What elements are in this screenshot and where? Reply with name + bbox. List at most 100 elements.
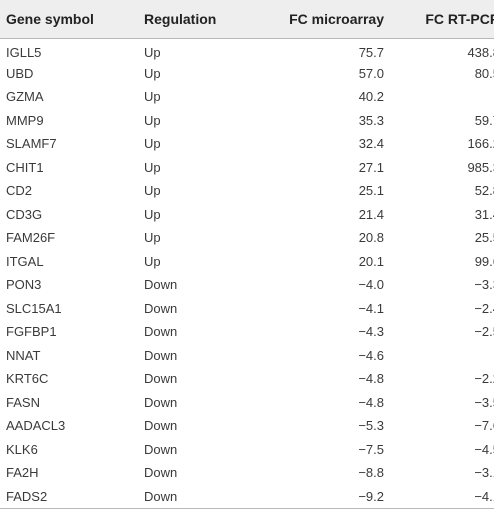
table-row: KRT6C Down −4.8 −2.2 [0,367,494,391]
table-row: GZMA Up 40.2 [0,85,494,109]
cell-regulation: Up [144,206,161,222]
cell-regulation: Up [144,183,161,199]
cell-fc-microarray: −4.0 [358,277,384,293]
table-row: CHIT1 Up 27.1 985.3 [0,156,494,180]
cell-fc-rt-pcr: 99.6 [474,253,494,269]
cell-fc-rt-pcr: −2.4 [474,300,494,316]
cell-fc-rt-pcr: −3.1 [474,465,494,481]
cell-fc-rt-pcr: 52.8 [474,183,494,199]
cell-fc-rt-pcr: 166.2 [467,136,494,152]
table-row: FAM26F Up 20.8 25.5 [0,226,494,250]
cell-regulation: Up [144,89,161,105]
cell-fc-microarray: 20.8 [358,230,384,246]
cell-regulation: Up [144,136,161,152]
cell-fc-rt-pcr: 438.8 [467,44,494,60]
table-row: MMP9 Up 35.3 59.7 [0,109,494,133]
cell-regulation: Down [144,324,178,340]
cell-fc-rt-pcr [384,344,494,368]
cell-fc-rt-pcr: 59.7 [474,112,494,128]
cell-regulation: Down [144,371,178,387]
cell-regulation: Up [144,44,161,60]
cell-fc-rt-pcr: −2.2 [474,371,494,387]
table-row: KLK6 Down −7.5 −4.5 [0,438,494,462]
table-row: UBD Up 57.0 80.5 [0,62,494,86]
cell-fc-microarray: −5.3 [358,418,384,434]
cell-fc-microarray: 20.1 [358,253,384,269]
cell-gene-symbol: KRT6C [6,371,49,387]
cell-regulation: Up [144,159,161,175]
cell-gene-symbol: FA2H [6,465,39,481]
cell-fc-microarray: 40.2 [358,89,384,105]
cell-gene-symbol: SLC15A1 [6,300,62,316]
table-row: FASN Down −4.8 −3.5 [0,391,494,415]
cell-fc-microarray: 25.1 [358,183,384,199]
cell-gene-symbol: FADS2 [0,484,144,509]
cell-fc-microarray: −4.1 [358,300,384,316]
cell-fc-microarray: −8.8 [358,465,384,481]
cell-fc-microarray: −4.3 [358,324,384,340]
cell-fc-rt-pcr: −3.5 [474,394,494,410]
cell-fc-rt-pcr: 80.5 [474,65,494,81]
cell-gene-symbol: CD3G [6,206,43,222]
table-row: AADACL3 Down −5.3 −7.6 [0,414,494,438]
cell-regulation: Down [144,347,178,363]
cell-fc-microarray: 32.4 [358,136,384,152]
table-row: SLC15A1 Down −4.1 −2.4 [0,297,494,321]
cell-regulation: Up [144,65,161,81]
cell-fc-microarray: 21.4 [358,206,384,222]
cell-regulation: Up [144,230,161,246]
table-row: PON3 Down −4.0 −3.3 [0,273,494,297]
cell-fc-microarray: 35.3 [358,112,384,128]
cell-gene-symbol: UBD [6,65,34,81]
cell-gene-symbol: ITGAL [6,253,44,269]
cell-fc-rt-pcr: −7.6 [474,418,494,434]
cell-regulation: Down [144,394,178,410]
cell-fc-rt-pcr: −2.5 [474,324,494,340]
cell-regulation: Down [144,277,178,293]
cell-regulation: Up [144,253,161,269]
cell-fc-microarray: −4.8 [358,394,384,410]
cell-fc-microarray: 27.1 [358,159,384,175]
cell-gene-symbol: MMP9 [6,112,44,128]
cell-fc-rt-pcr: −4.1 [384,484,494,509]
cell-gene-symbol: GZMA [6,89,44,105]
cell-fc-microarray: −9.2 [256,484,384,509]
table-row: FGFBP1 Down −4.3 −2.5 [0,320,494,344]
cell-regulation: Down [144,484,256,509]
cell-gene-symbol: FASN [6,394,40,410]
cell-gene-symbol: FGFBP1 [6,324,57,340]
table-row: FA2H Down −8.8 −3.1 [0,461,494,485]
cell-fc-microarray: −4.6 [358,347,384,363]
header-fc-rt-pcr: FC RT-PCR [384,0,494,39]
header-regulation: Regulation [144,0,256,39]
cell-regulation: Down [144,465,178,481]
table-row: IGLL5 Up 75.7 438.8 [0,38,494,62]
header-gene-symbol: Gene symbol [0,0,144,39]
table-body: IGLL5 Up 75.7 438.8 UBD Up 57.0 80.5 GZMA Up 40.2 M… [0,38,494,509]
cell-fc-rt-pcr: −3.3 [474,277,494,293]
cell-fc-rt-pcr: 25.5 [474,230,494,246]
header-row: Gene symbol Regulation FC microarray FC … [0,0,494,39]
table-row: NNAT Down −4.6 [0,344,494,368]
cell-gene-symbol: CD2 [6,183,33,199]
table-row: ITGAL Up 20.1 99.6 [0,250,494,274]
cell-fc-rt-pcr [384,85,494,109]
cell-regulation: Up [144,112,161,128]
cell-gene-symbol: CHIT1 [6,159,44,175]
cell-fc-microarray: −4.8 [358,371,384,387]
table-row: CD3G Up 21.4 31.4 [0,203,494,227]
cell-fc-microarray: 57.0 [358,65,384,81]
cell-gene-symbol: SLAMF7 [6,136,57,152]
cell-gene-symbol: PON3 [6,277,42,293]
cell-regulation: Down [144,418,178,434]
header-fc-microarray: FC microarray [256,0,384,39]
cell-regulation: Down [144,441,178,457]
cell-gene-symbol: NNAT [6,347,41,363]
cell-gene-symbol: IGLL5 [6,44,42,60]
table-row: CD2 Up 25.1 52.8 [0,179,494,203]
table-row: SLAMF7 Up 32.4 166.2 [0,132,494,156]
cell-gene-symbol: FAM26F [6,230,56,246]
cell-regulation: Down [144,300,178,316]
